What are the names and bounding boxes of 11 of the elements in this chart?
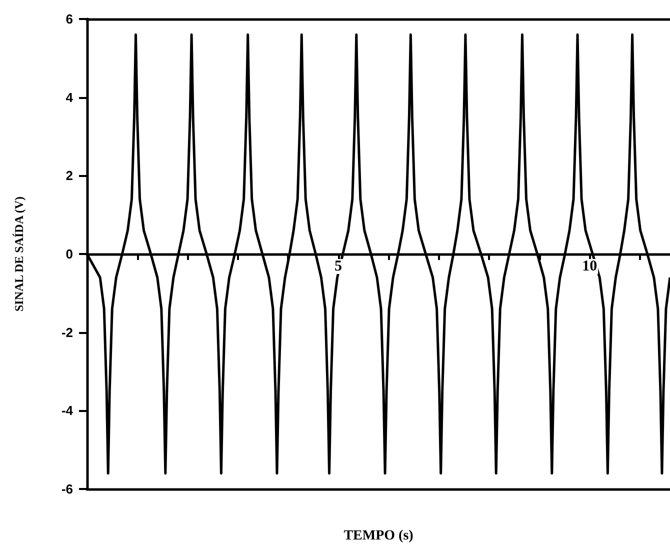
y-tick-label: 0 (66, 246, 73, 262)
x-tick-label: 10 (582, 258, 598, 274)
x-tick-label: 5 (334, 258, 342, 274)
y-axis-title: SINAL DE SAÍDA (V) (12, 196, 26, 312)
y-tick-label: 6 (66, 12, 73, 26)
x-axis-title: TEMPO (s) (344, 528, 414, 544)
y-tick-label: 4 (66, 90, 74, 105)
y-tick-label: -4 (61, 403, 74, 418)
y-tick-label: -6 (61, 482, 73, 496)
y-tick-label: -2 (61, 324, 73, 340)
y-tick-label: 2 (66, 168, 73, 184)
